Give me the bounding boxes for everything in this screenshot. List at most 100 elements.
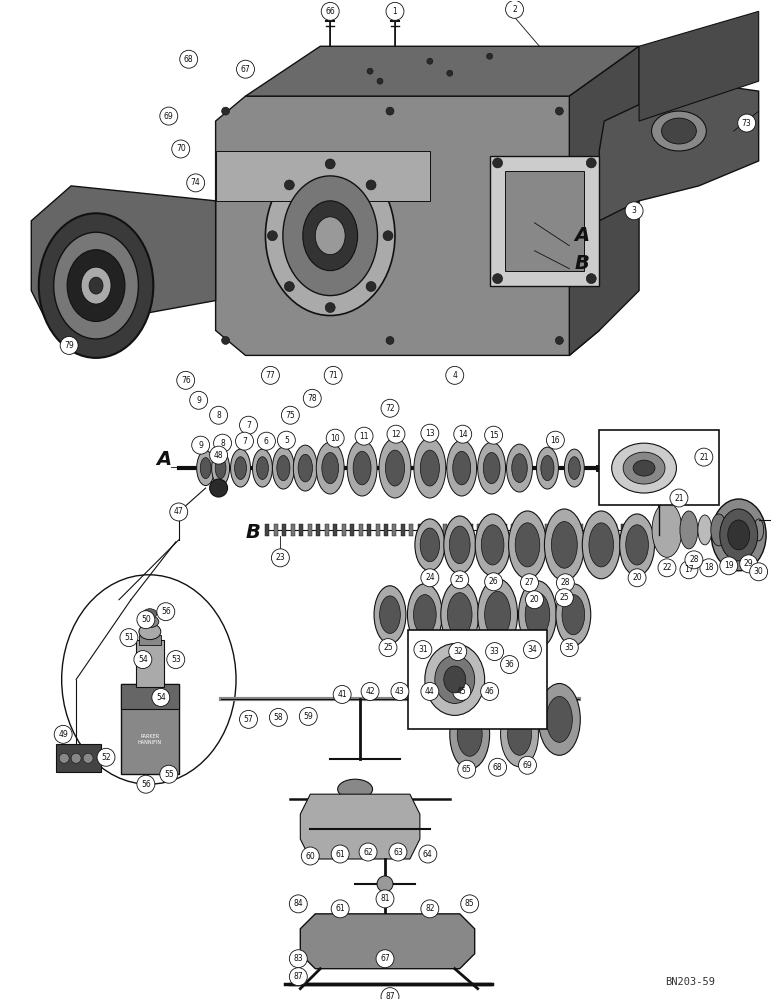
FancyBboxPatch shape — [139, 635, 161, 645]
Text: 75: 75 — [286, 411, 295, 420]
Ellipse shape — [753, 519, 764, 541]
Circle shape — [262, 366, 279, 384]
Ellipse shape — [408, 584, 442, 646]
FancyBboxPatch shape — [613, 524, 617, 536]
Ellipse shape — [212, 451, 229, 486]
Text: 65: 65 — [462, 765, 472, 774]
Circle shape — [325, 303, 335, 313]
Text: 32: 32 — [453, 647, 462, 656]
Text: 14: 14 — [458, 430, 468, 439]
Ellipse shape — [81, 267, 111, 304]
Ellipse shape — [541, 456, 554, 481]
Ellipse shape — [266, 156, 395, 316]
Circle shape — [191, 436, 210, 454]
Circle shape — [137, 611, 155, 629]
Circle shape — [277, 431, 296, 449]
Circle shape — [449, 643, 467, 661]
Text: 15: 15 — [489, 431, 499, 440]
Text: 58: 58 — [273, 713, 283, 722]
Ellipse shape — [415, 519, 445, 571]
FancyBboxPatch shape — [308, 524, 312, 536]
Circle shape — [481, 682, 499, 700]
FancyBboxPatch shape — [579, 524, 583, 536]
Text: 73: 73 — [742, 119, 752, 128]
Ellipse shape — [728, 520, 750, 550]
Polygon shape — [215, 96, 599, 355]
FancyBboxPatch shape — [545, 524, 549, 536]
FancyBboxPatch shape — [392, 524, 397, 536]
Text: 41: 41 — [337, 690, 347, 699]
Text: 82: 82 — [425, 904, 435, 913]
Ellipse shape — [197, 451, 215, 486]
Ellipse shape — [235, 457, 246, 479]
Ellipse shape — [420, 450, 439, 486]
Text: 9: 9 — [198, 441, 203, 450]
Ellipse shape — [353, 451, 371, 485]
Ellipse shape — [317, 442, 344, 494]
Text: 60: 60 — [306, 852, 315, 861]
Circle shape — [361, 682, 379, 700]
Circle shape — [377, 78, 383, 84]
Text: 34: 34 — [527, 645, 537, 654]
Ellipse shape — [298, 454, 313, 482]
Circle shape — [447, 70, 452, 76]
Circle shape — [485, 573, 503, 591]
FancyBboxPatch shape — [511, 524, 515, 536]
Text: 81: 81 — [381, 894, 390, 903]
Text: 47: 47 — [174, 507, 184, 516]
Text: 9: 9 — [196, 396, 201, 405]
FancyBboxPatch shape — [266, 524, 269, 536]
Text: 68: 68 — [184, 55, 194, 64]
Circle shape — [700, 559, 718, 577]
Circle shape — [658, 559, 676, 577]
Text: 31: 31 — [418, 645, 428, 654]
Circle shape — [60, 336, 78, 354]
Text: 74: 74 — [191, 178, 201, 187]
Circle shape — [236, 60, 255, 78]
Circle shape — [555, 107, 564, 115]
FancyBboxPatch shape — [528, 524, 532, 536]
FancyBboxPatch shape — [384, 524, 388, 536]
Circle shape — [458, 760, 476, 778]
Circle shape — [71, 753, 81, 763]
Circle shape — [555, 336, 564, 344]
Ellipse shape — [385, 450, 405, 486]
Text: 63: 63 — [393, 848, 403, 857]
FancyBboxPatch shape — [505, 171, 584, 271]
Ellipse shape — [485, 591, 510, 638]
Text: 67: 67 — [241, 65, 250, 74]
Text: 72: 72 — [385, 404, 394, 413]
FancyBboxPatch shape — [452, 524, 455, 536]
Circle shape — [321, 2, 339, 20]
Ellipse shape — [547, 696, 572, 742]
Ellipse shape — [256, 457, 269, 479]
Polygon shape — [569, 46, 639, 355]
Ellipse shape — [277, 456, 290, 481]
Circle shape — [500, 656, 519, 674]
Text: 2: 2 — [512, 5, 517, 14]
Text: 21: 21 — [699, 453, 709, 462]
Text: 7: 7 — [242, 437, 247, 446]
Text: 71: 71 — [328, 371, 338, 380]
Text: PARKER
HANNIFIN: PARKER HANNIFIN — [137, 734, 162, 745]
Ellipse shape — [507, 713, 531, 755]
Ellipse shape — [562, 595, 584, 635]
Ellipse shape — [711, 514, 726, 546]
Text: 26: 26 — [489, 577, 499, 586]
Text: 87: 87 — [293, 972, 303, 981]
Text: 76: 76 — [181, 376, 191, 385]
Text: 61: 61 — [335, 850, 345, 859]
Text: 69: 69 — [523, 761, 533, 770]
Circle shape — [557, 574, 574, 592]
Circle shape — [120, 629, 138, 647]
Text: 28: 28 — [560, 578, 570, 587]
Ellipse shape — [347, 440, 377, 496]
Text: 25: 25 — [560, 593, 569, 602]
FancyBboxPatch shape — [630, 524, 634, 536]
Text: 56: 56 — [141, 780, 151, 789]
FancyBboxPatch shape — [274, 524, 278, 536]
Text: 69: 69 — [164, 112, 174, 121]
Text: 35: 35 — [564, 643, 574, 652]
Text: 59: 59 — [303, 712, 313, 721]
Circle shape — [355, 427, 373, 445]
